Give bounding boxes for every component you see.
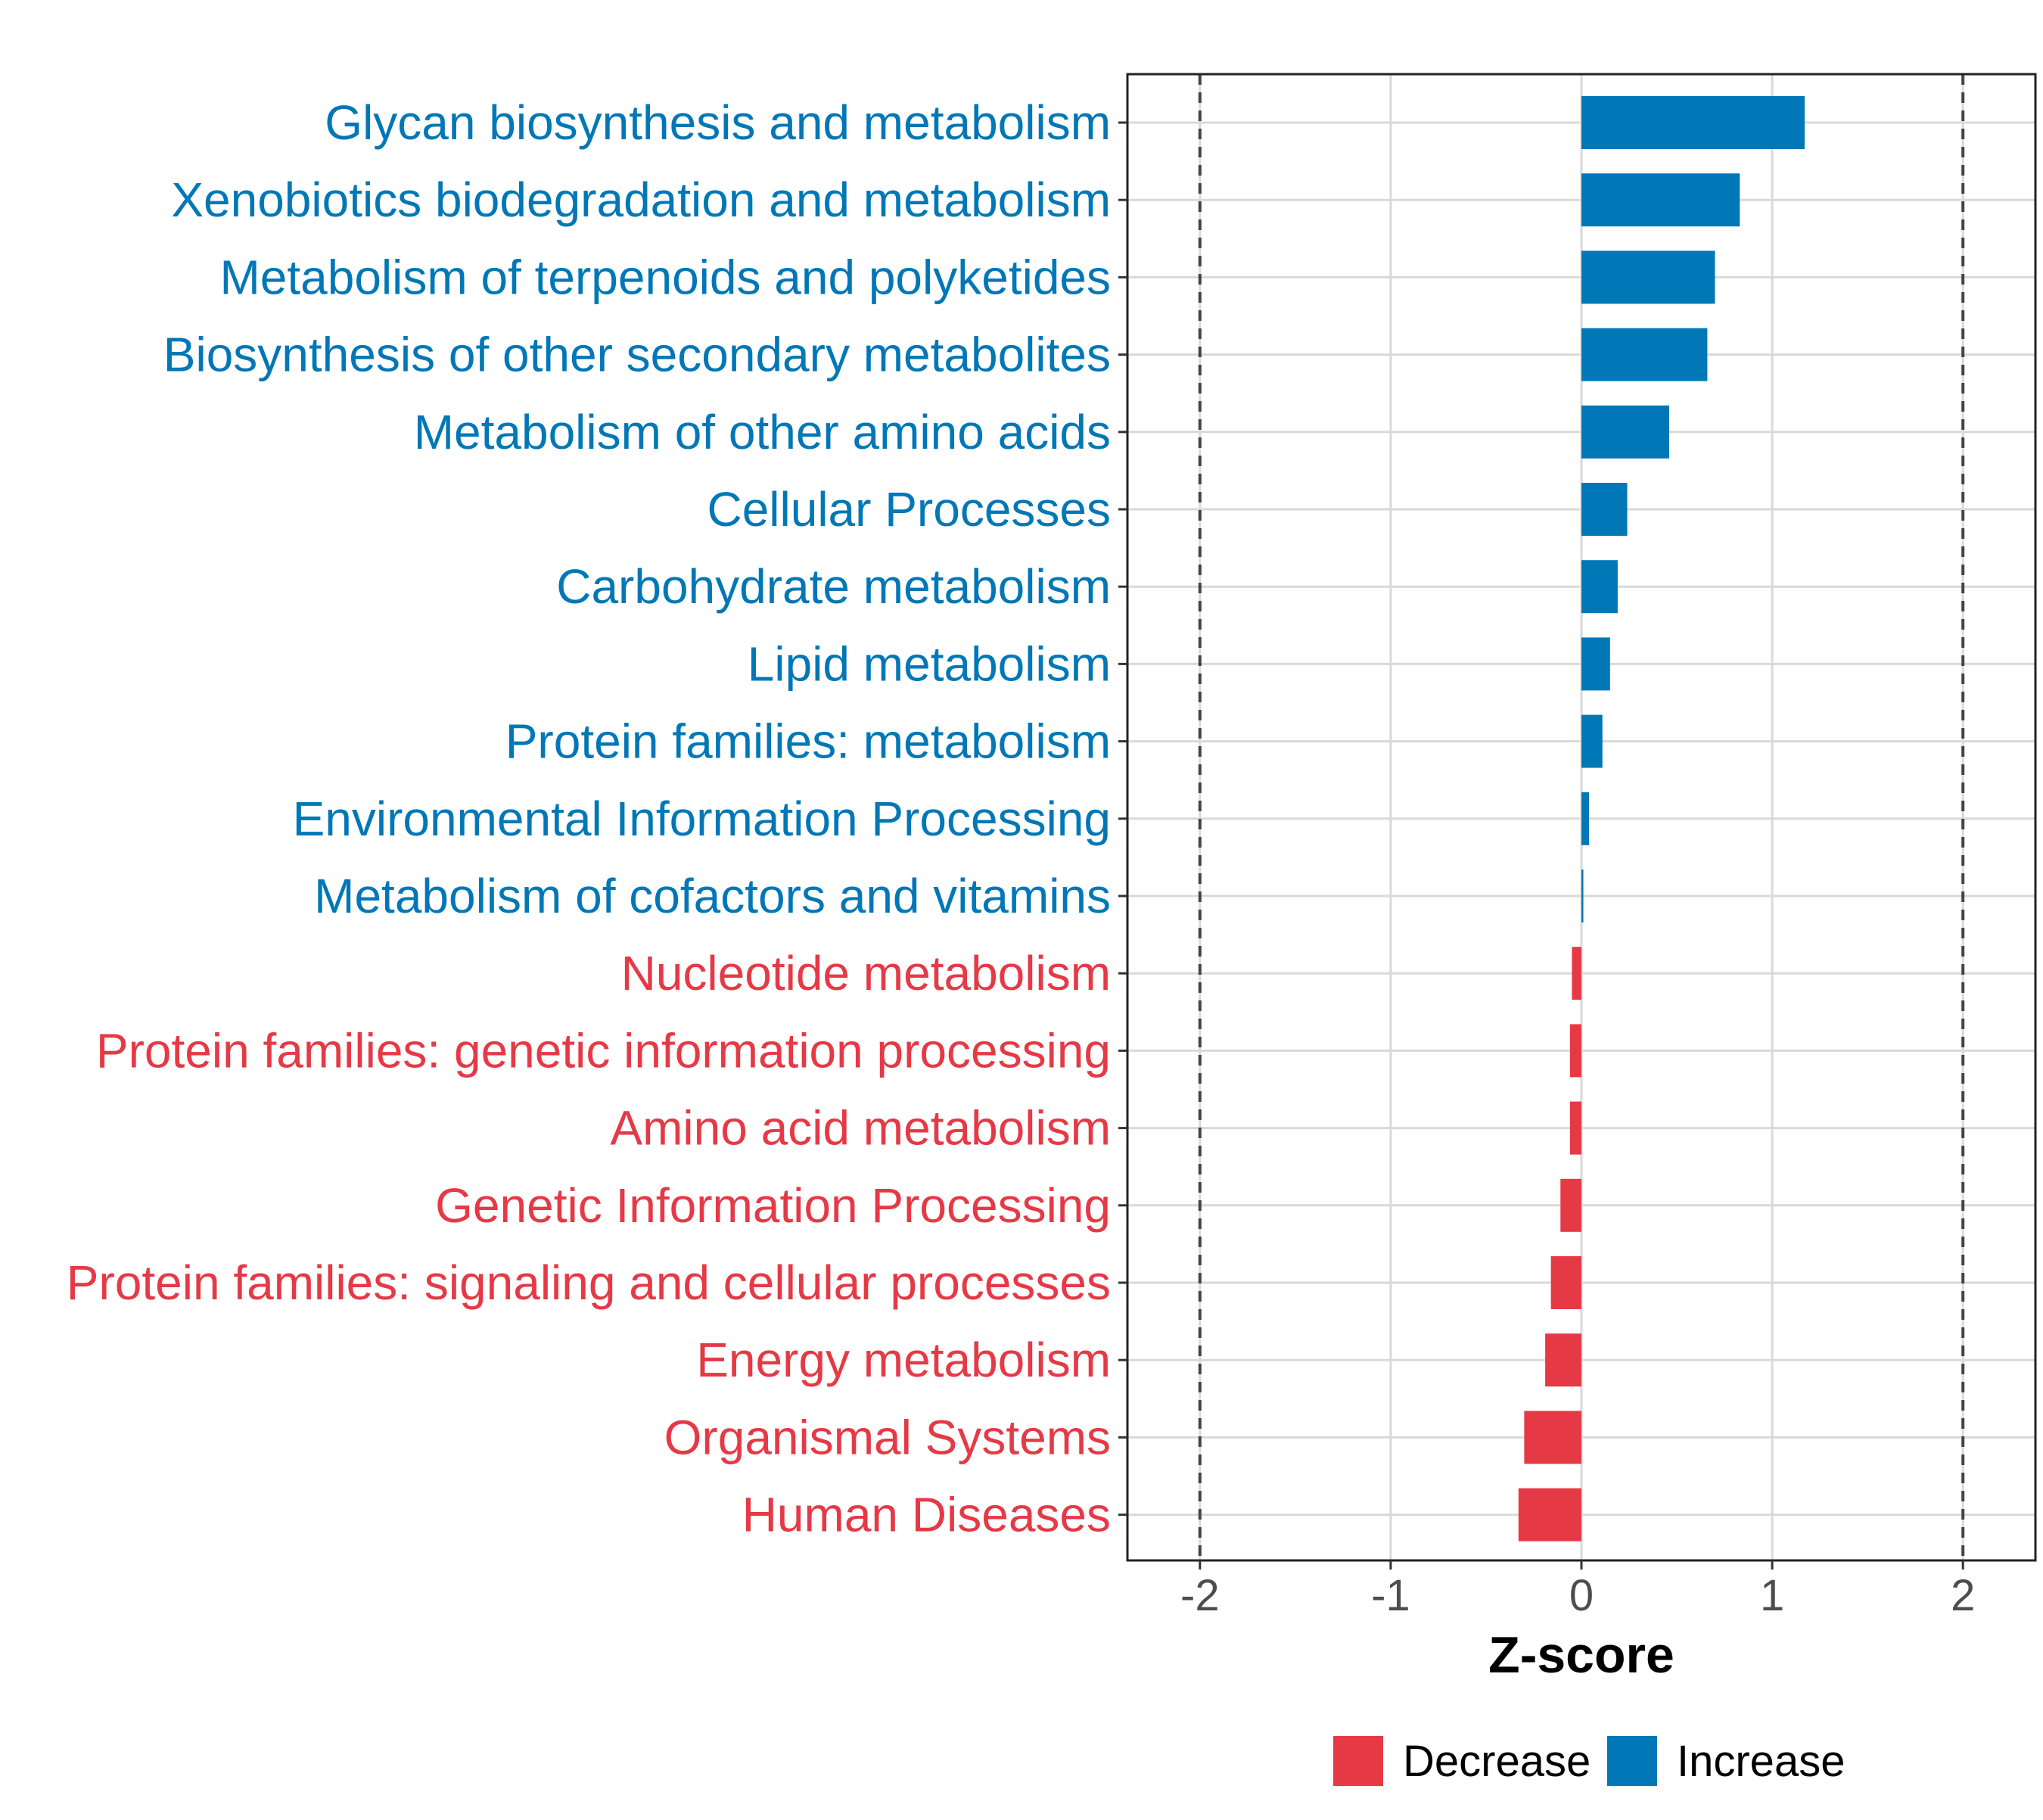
bar-metabolism-of-terpenoids-and-polyketides bbox=[1581, 250, 1715, 304]
y-tick-label-environmental-information-processing: Environmental Information Processing bbox=[293, 792, 1111, 846]
y-tick-label-protein-families-signaling-and-cellular-processes: Protein families: signaling and cellular… bbox=[67, 1255, 1111, 1310]
x-tick-label-1: 1 bbox=[1760, 1571, 1784, 1620]
bar-biosynthesis-of-other-secondary-metabolites bbox=[1581, 328, 1708, 381]
bar-xenobiotics-biodegradation-and-metabolism bbox=[1581, 173, 1740, 227]
bar-protein-families-genetic-information-processing bbox=[1569, 1024, 1581, 1078]
y-tick-label-carbohydrate-metabolism: Carbohydrate metabolism bbox=[556, 559, 1111, 614]
bar-protein-families-signaling-and-cellular-processes bbox=[1550, 1256, 1581, 1309]
y-tick-label-cellular-processes: Cellular Processes bbox=[707, 482, 1111, 537]
y-tick-label-metabolism-of-terpenoids-and-polyketides: Metabolism of terpenoids and polyketides bbox=[219, 250, 1111, 304]
x-tick-label-2: -2 bbox=[1180, 1571, 1220, 1620]
bar-organismal-systems bbox=[1524, 1411, 1581, 1464]
y-tick-label-genetic-information-processing: Genetic Information Processing bbox=[435, 1178, 1111, 1233]
y-tick-label-biosynthesis-of-other-secondary-metabolites: Biosynthesis of other secondary metaboli… bbox=[163, 328, 1111, 382]
y-tick-label-human-diseases: Human Diseases bbox=[742, 1488, 1111, 1542]
y-tick-label-protein-families-genetic-information-processing: Protein families: genetic information pr… bbox=[96, 1023, 1111, 1078]
bar-amino-acid-metabolism bbox=[1569, 1101, 1581, 1155]
x-axis-title: Z-score bbox=[1488, 1626, 1675, 1684]
y-tick-label-nucleotide-metabolism: Nucleotide metabolism bbox=[621, 946, 1111, 1000]
legend-swatch-increase bbox=[1607, 1736, 1657, 1786]
bar-environmental-information-processing bbox=[1581, 792, 1590, 845]
bar-protein-families-metabolism bbox=[1581, 714, 1603, 768]
legend-label-decrease: Decrease bbox=[1403, 1737, 1591, 1786]
bar-lipid-metabolism bbox=[1581, 637, 1610, 691]
x-tick-label-1: -1 bbox=[1371, 1571, 1410, 1620]
y-tick-label-xenobiotics-biodegradation-and-metabolism: Xenobiotics biodegradation and metabolis… bbox=[171, 173, 1111, 227]
x-tick-label-0: 0 bbox=[1569, 1571, 1594, 1620]
x-tick-label-2: 2 bbox=[1951, 1571, 1975, 1620]
bar-glycan-biosynthesis-and-metabolism bbox=[1581, 96, 1805, 149]
bar-cellular-processes bbox=[1581, 483, 1628, 536]
bar-metabolism-of-other-amino-acids bbox=[1581, 405, 1669, 459]
bar-nucleotide-metabolism bbox=[1572, 947, 1581, 1000]
bar-metabolism-of-cofactors-and-vitamins bbox=[1581, 870, 1584, 922]
y-tick-label-protein-families-metabolism: Protein families: metabolism bbox=[505, 714, 1111, 769]
bar-carbohydrate-metabolism bbox=[1581, 560, 1618, 614]
bar-genetic-information-processing bbox=[1560, 1178, 1581, 1232]
y-tick-label-amino-acid-metabolism: Amino acid metabolism bbox=[610, 1101, 1111, 1156]
y-tick-label-lipid-metabolism: Lipid metabolism bbox=[748, 636, 1111, 691]
y-tick-label-organismal-systems: Organismal Systems bbox=[664, 1410, 1111, 1464]
bar-energy-metabolism bbox=[1545, 1333, 1581, 1387]
bar-human-diseases bbox=[1518, 1488, 1581, 1542]
y-tick-label-glycan-biosynthesis-and-metabolism: Glycan biosynthesis and metabolism bbox=[325, 95, 1111, 150]
y-tick-label-metabolism-of-other-amino-acids: Metabolism of other amino acids bbox=[414, 405, 1111, 459]
y-tick-label-energy-metabolism: Energy metabolism bbox=[696, 1333, 1111, 1387]
y-tick-label-metabolism-of-cofactors-and-vitamins: Metabolism of cofactors and vitamins bbox=[314, 869, 1111, 923]
legend-swatch-decrease bbox=[1333, 1736, 1383, 1786]
legend-label-increase: Increase bbox=[1677, 1737, 1845, 1786]
